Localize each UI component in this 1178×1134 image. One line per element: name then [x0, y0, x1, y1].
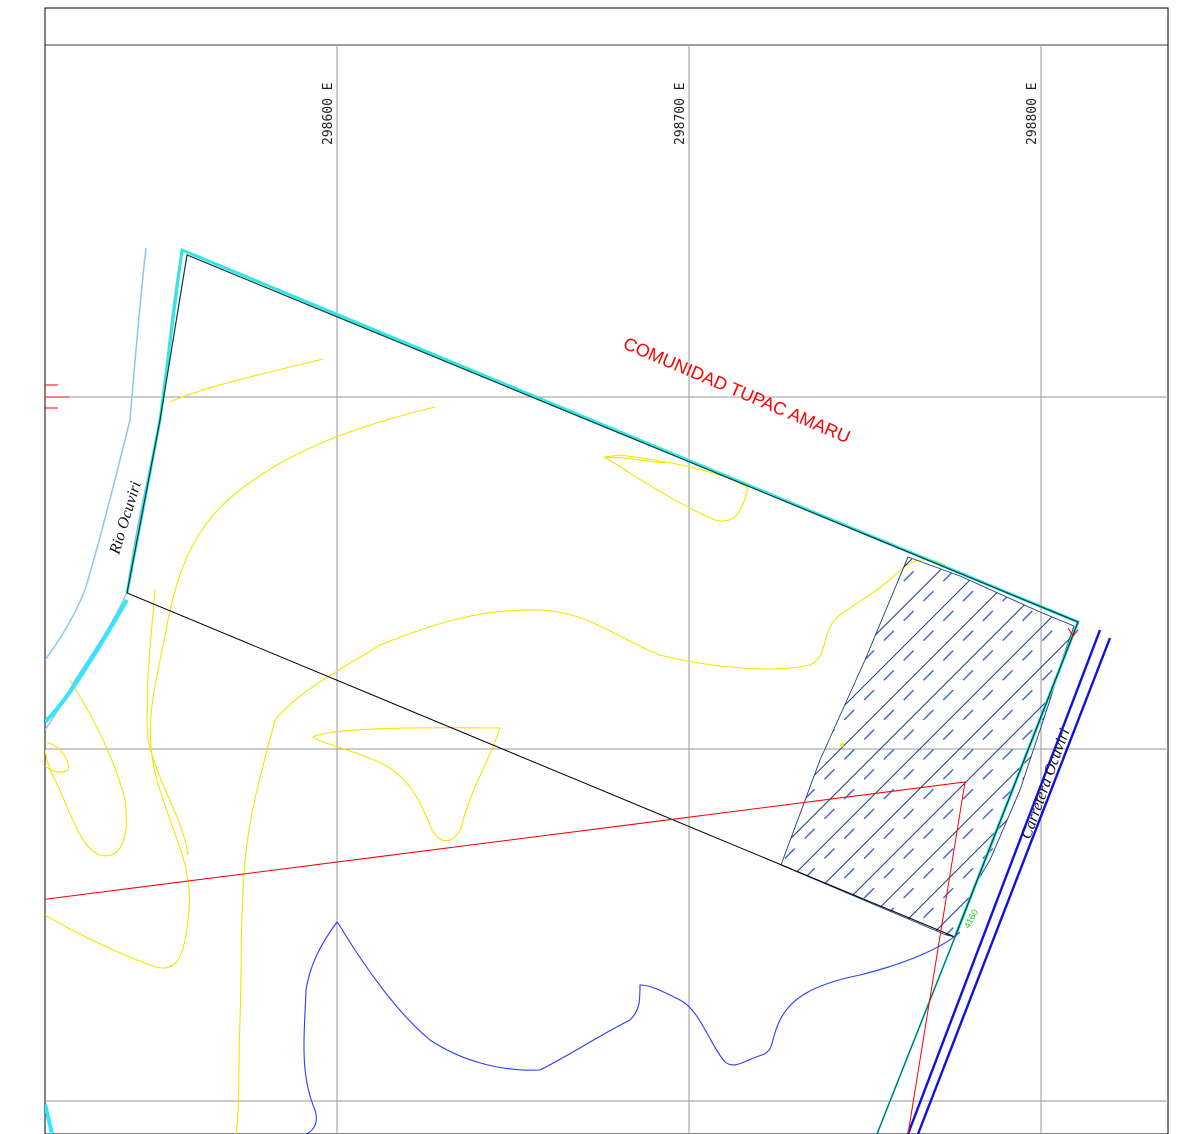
red-corner-mark	[1067, 627, 1079, 637]
contour-line	[45, 679, 127, 857]
parcel-edge	[126, 254, 1079, 938]
road-edge-east	[916, 637, 1112, 1134]
contour-line	[235, 719, 276, 1134]
contour-line	[603, 454, 749, 522]
river-bank-east	[45, 249, 183, 731]
river	[45, 247, 183, 1134]
easting-label-298800: 298800 E	[1025, 82, 1040, 145]
parcel-east-extension-inner	[876, 936, 956, 1134]
red-boundary	[45, 384, 1079, 1134]
survey-point	[840, 743, 844, 747]
contour-line	[45, 406, 436, 969]
contour-line	[604, 456, 666, 464]
red-boundary-line	[45, 781, 966, 1134]
river-channel	[45, 598, 129, 724]
road	[906, 629, 1112, 1134]
road-edge-west	[906, 629, 1102, 1134]
stream-line	[303, 921, 961, 1134]
contour-line	[169, 358, 324, 403]
parcel-south-edge	[126, 592, 956, 938]
contour-line	[146, 589, 189, 856]
contour-lines	[45, 358, 946, 1134]
parcel-boundary	[125, 247, 1080, 938]
easting-label-298600: 298600 E	[321, 82, 336, 145]
map-frame	[44, 7, 1169, 1134]
contour-line	[45, 741, 69, 773]
easting-label-298700: 298700 E	[673, 82, 688, 145]
river-channel-south	[45, 1103, 54, 1134]
river-bank-west	[45, 247, 147, 661]
contour-line	[311, 727, 501, 842]
community-label: COMUNIDAD TUPAC AMARU	[620, 333, 853, 447]
contour-line	[274, 559, 946, 721]
hatched-area	[780, 556, 1075, 938]
coordinate-grid	[45, 45, 1168, 1134]
